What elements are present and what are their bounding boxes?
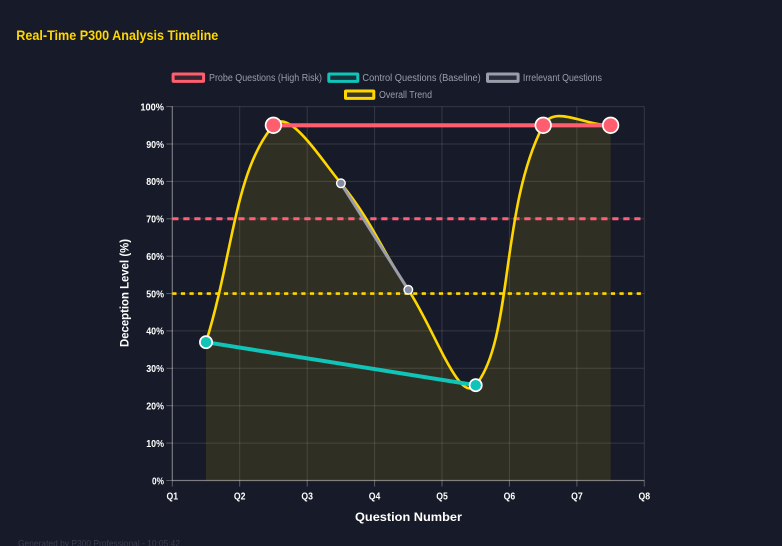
svg-text:Q4: Q4 — [369, 490, 381, 502]
svg-text:Q5: Q5 — [436, 490, 448, 502]
svg-text:Deception Level (%): Deception Level (%) — [118, 239, 132, 347]
svg-text:Q3: Q3 — [301, 490, 313, 502]
svg-text:40%: 40% — [146, 326, 164, 338]
svg-text:70%: 70% — [146, 214, 164, 226]
svg-text:10%: 10% — [146, 438, 164, 450]
svg-text:Q8: Q8 — [639, 490, 651, 502]
svg-text:Real-Time P300 Analysis Timeli: Real-Time P300 Analysis Timeline — [16, 27, 218, 43]
svg-text:Control Questions (Baseline): Control Questions (Baseline) — [362, 73, 480, 84]
svg-text:100%: 100% — [140, 101, 164, 113]
svg-text:20%: 20% — [146, 401, 164, 413]
svg-text:Probe Questions (High Risk): Probe Questions (High Risk) — [209, 73, 322, 84]
svg-text:60%: 60% — [146, 251, 164, 263]
svg-text:Q1: Q1 — [167, 490, 179, 502]
svg-text:Q6: Q6 — [504, 490, 516, 502]
svg-text:Irrelevant Questions: Irrelevant Questions — [523, 73, 602, 84]
svg-text:Q2: Q2 — [234, 490, 246, 502]
svg-text:Generated by P300 Professional: Generated by P300 Professional - 10:05:4… — [18, 539, 180, 546]
svg-text:Question Number: Question Number — [355, 510, 462, 524]
svg-text:90%: 90% — [146, 139, 164, 151]
svg-text:Q7: Q7 — [571, 490, 583, 502]
svg-text:30%: 30% — [146, 363, 164, 375]
svg-text:80%: 80% — [146, 176, 164, 188]
svg-text:50%: 50% — [146, 288, 164, 300]
svg-text:0%: 0% — [152, 475, 165, 487]
svg-text:Overall Trend: Overall Trend — [379, 90, 432, 101]
